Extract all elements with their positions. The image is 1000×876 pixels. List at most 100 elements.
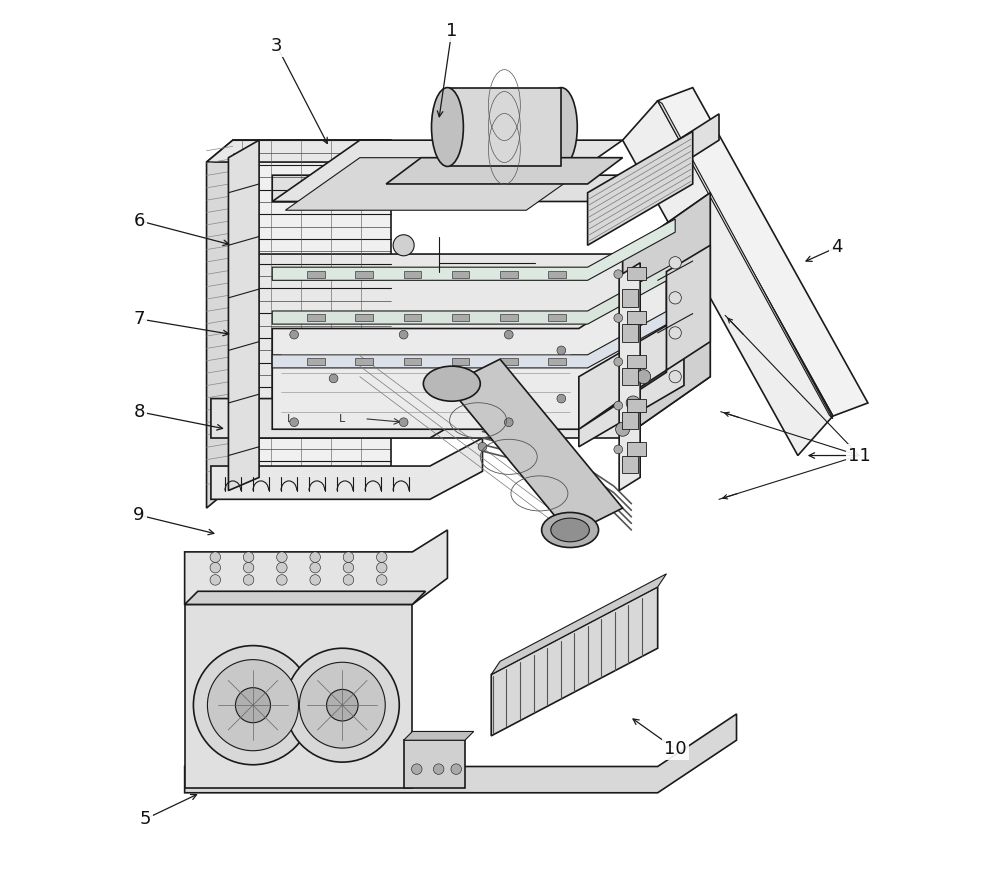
Circle shape [327,689,358,721]
Text: 5: 5 [139,810,151,828]
Circle shape [210,552,221,562]
Circle shape [433,764,444,774]
Bar [548,271,566,278]
Circle shape [277,562,287,573]
Circle shape [478,442,487,451]
Circle shape [243,552,254,562]
Bar [404,314,421,321]
Polygon shape [272,307,675,368]
Text: L: L [287,414,293,424]
Text: L: L [339,414,345,424]
Polygon shape [207,140,233,508]
Bar [307,358,325,365]
Bar [627,355,646,368]
Text: 6: 6 [133,212,145,230]
Polygon shape [404,731,474,740]
Circle shape [343,575,354,585]
Polygon shape [211,368,482,438]
Bar [627,311,646,324]
Circle shape [210,562,221,573]
Ellipse shape [551,518,589,541]
Circle shape [399,418,408,427]
Circle shape [616,422,630,436]
Bar [307,314,325,321]
Bar [355,314,373,321]
Text: 1: 1 [446,22,458,39]
Bar [500,271,518,278]
Circle shape [614,314,623,322]
Circle shape [310,575,320,585]
Bar [622,412,638,429]
Circle shape [376,562,387,573]
Circle shape [557,394,566,403]
Circle shape [557,346,566,355]
Text: 10: 10 [664,740,687,758]
Polygon shape [185,591,426,604]
Polygon shape [285,158,601,210]
Circle shape [299,662,385,748]
Circle shape [376,575,387,585]
Text: 11: 11 [848,447,871,464]
Circle shape [504,418,513,427]
Bar [355,271,373,278]
Polygon shape [272,272,666,429]
Circle shape [277,575,287,585]
Circle shape [669,257,681,269]
Bar [404,358,421,365]
Circle shape [614,270,623,279]
Text: 3: 3 [271,37,282,54]
Ellipse shape [545,88,577,166]
Bar [500,314,518,321]
Polygon shape [491,587,658,736]
Circle shape [285,648,399,762]
Polygon shape [623,101,833,456]
Bar [355,358,373,365]
Polygon shape [272,263,675,324]
Polygon shape [272,114,719,201]
Circle shape [277,552,287,562]
Polygon shape [588,131,693,245]
Circle shape [329,374,338,383]
Circle shape [243,575,254,585]
Circle shape [310,552,320,562]
Bar [452,271,469,278]
Text: 4: 4 [832,238,843,256]
Polygon shape [447,359,623,534]
Circle shape [637,370,651,384]
Polygon shape [658,88,868,416]
Circle shape [290,418,299,427]
Circle shape [207,660,299,751]
Polygon shape [658,101,833,419]
Bar [307,271,325,278]
Bar [622,324,638,342]
Ellipse shape [431,88,463,166]
Bar [627,267,646,280]
Bar [622,289,638,307]
Circle shape [290,330,299,339]
Polygon shape [211,193,710,438]
Polygon shape [619,263,640,491]
Polygon shape [272,140,623,201]
Circle shape [376,552,387,562]
Circle shape [399,330,408,339]
Circle shape [343,552,354,562]
Circle shape [393,235,414,256]
Bar [548,358,566,365]
Bar [500,358,518,365]
Polygon shape [185,604,412,788]
Circle shape [504,330,513,339]
Circle shape [343,562,354,573]
Bar [622,368,638,385]
Bar [404,271,421,278]
Circle shape [626,396,640,410]
Bar [627,442,646,456]
Polygon shape [386,158,623,184]
Polygon shape [579,315,684,447]
Circle shape [210,575,221,585]
Circle shape [669,327,681,339]
Circle shape [669,292,681,304]
Polygon shape [447,88,561,166]
Circle shape [193,646,313,765]
Circle shape [614,357,623,366]
Polygon shape [404,740,465,788]
